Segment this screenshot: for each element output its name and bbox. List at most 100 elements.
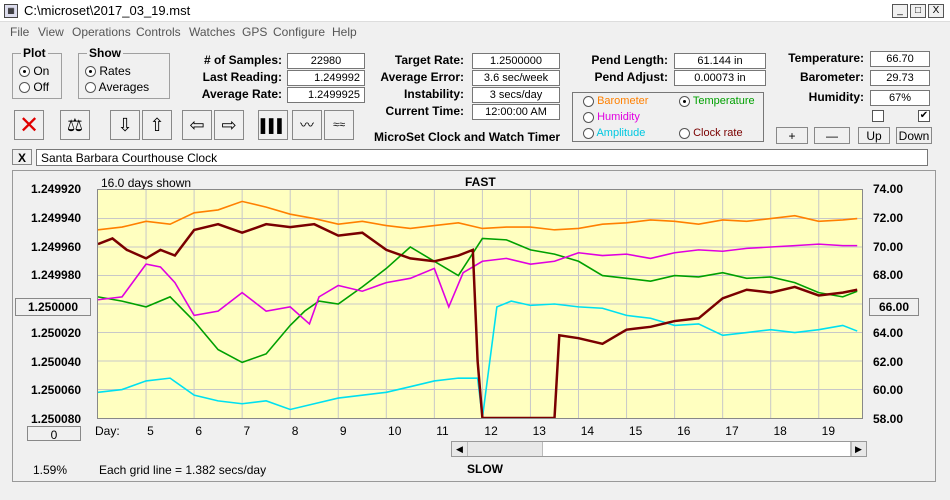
y-left-tick: 1.249980 xyxy=(31,268,82,283)
temperature-center-button[interactable]: 66.00 xyxy=(869,298,919,316)
target-rate-value[interactable]: 1.2500000 xyxy=(472,53,560,69)
up-button[interactable]: Up xyxy=(858,127,890,144)
title-bar: ▦ C:\microset\2017_03_19.mst _ □ X xyxy=(0,0,950,22)
series-line-temperature xyxy=(98,237,858,364)
sensor-temperature-radio[interactable]: Temperature xyxy=(679,95,755,107)
plus-button[interactable]: + xyxy=(776,127,808,144)
menu-watches[interactable]: Watches xyxy=(189,25,236,39)
window-title: C:\microset\2017_03_19.mst xyxy=(24,3,191,18)
clock-name-field[interactable]: Santa Barbara Courthouse Clock xyxy=(36,149,928,166)
scroll-right-icon[interactable]: ▶ xyxy=(850,442,866,456)
y-right-tick: 74.00 xyxy=(873,182,904,196)
wave-icon[interactable]: 〰 xyxy=(292,110,322,140)
y-left-tick: 1.250060 xyxy=(31,383,82,398)
menu-view[interactable]: View xyxy=(38,25,64,39)
sensor-humidity-label: Humidity xyxy=(597,111,640,123)
average-rate-value: 1.2499925 xyxy=(287,87,365,103)
app-caption: MicroSet Clock and Watch Timer xyxy=(374,130,561,144)
plot-off-label: Off xyxy=(33,80,50,94)
menu-operations[interactable]: Operations xyxy=(72,25,131,39)
sensor-barometer-label: Barometer xyxy=(597,95,649,107)
x-tick: 14 xyxy=(580,424,595,438)
x-tick: 17 xyxy=(725,424,739,438)
plot-on-radio[interactable]: On xyxy=(19,64,49,78)
checkbox-2[interactable]: ✔ xyxy=(918,110,930,122)
scrollbar-thumb[interactable] xyxy=(542,442,852,456)
current-time-value: 12:00:00 AM xyxy=(472,104,560,120)
horizontal-scrollbar[interactable]: ◀ ▶ xyxy=(451,441,867,457)
arrow-down-icon[interactable]: ⇩ xyxy=(110,110,140,140)
y-left-tick: 1.249940 xyxy=(31,210,82,225)
show-group-title: Show xyxy=(87,46,123,60)
sensor-humidity-radio[interactable]: Humidity xyxy=(583,111,640,123)
center-rate-button[interactable]: 1.250000 xyxy=(15,298,91,316)
x-tick: 12 xyxy=(484,424,498,438)
zero-button[interactable]: 0 xyxy=(27,426,81,442)
x-tick: 9 xyxy=(339,424,347,438)
rate-chart[interactable] xyxy=(97,189,863,419)
temperature-label: Temperature: xyxy=(788,51,864,65)
show-averages-radio[interactable]: Averages xyxy=(85,80,149,94)
x-tick: 13 xyxy=(532,424,546,438)
balance-scale-icon[interactable]: ⚖ xyxy=(60,110,90,140)
samples-value: 22980 xyxy=(287,53,365,69)
menu-gps[interactable]: GPS xyxy=(242,25,268,39)
show-rates-radio[interactable]: Rates xyxy=(85,64,131,78)
menu-controls[interactable]: Controls xyxy=(136,25,181,39)
arrow-right-icon[interactable]: ⇨ xyxy=(214,110,244,140)
menu-configure[interactable]: Configure xyxy=(273,25,326,39)
down-button[interactable]: Down xyxy=(896,127,932,144)
x-tick: 6 xyxy=(195,424,203,438)
menu-help[interactable]: Help xyxy=(332,25,357,39)
y-right-tick: 60.00 xyxy=(873,383,904,398)
plot-group: Plot On Off xyxy=(12,46,62,99)
instability-label: Instability: xyxy=(403,87,464,101)
y-right-tick: 72.00 xyxy=(873,210,904,225)
show-group: Show Rates Averages xyxy=(78,46,170,99)
sensor-selector: Barometer Temperature Humidity Amplitude… xyxy=(572,92,764,142)
radio-selected-icon xyxy=(85,66,96,78)
y-left-tick: 1.249920 xyxy=(31,182,82,196)
minus-button[interactable]: — xyxy=(814,127,850,144)
x-tick: 10 xyxy=(388,424,402,438)
sensor-clock-rate-label: Clock rate xyxy=(693,127,743,139)
maximize-button[interactable]: □ xyxy=(910,4,926,18)
average-error-value: 3.6 sec/week xyxy=(472,70,560,86)
sensor-barometer-radio[interactable]: Barometer xyxy=(583,95,648,107)
last-reading-value: 1.249992 xyxy=(287,70,365,86)
series-line-barometer xyxy=(98,200,858,231)
radio-icon xyxy=(19,82,30,94)
close-window-button[interactable]: X xyxy=(928,4,944,18)
arrow-left-icon[interactable]: ⇦ xyxy=(182,110,212,140)
menu-file[interactable]: File xyxy=(10,25,30,39)
pend-length-label: Pend Length: xyxy=(591,53,668,67)
x-tick: 5 xyxy=(147,424,154,438)
close-clock-button[interactable]: X xyxy=(12,149,32,165)
y-left-tick: 1.250040 xyxy=(31,354,82,369)
y-right-tick: 68.00 xyxy=(873,268,904,283)
sensor-clock-rate-radio[interactable]: Clock rate xyxy=(679,127,743,139)
multi-wave-icon[interactable]: ≈≈ xyxy=(324,110,354,140)
radio-icon xyxy=(679,127,690,139)
chart-panel: 16.0 days shown FAST 1.250000 66.00 0 Da… xyxy=(12,170,936,482)
days-shown-label: 16.0 days shown xyxy=(101,176,192,190)
grid-note: Each grid line = 1.382 secs/day xyxy=(99,463,267,477)
pend-length-value: 61.144 in xyxy=(674,53,766,69)
plot-off-radio[interactable]: Off xyxy=(19,80,49,94)
show-averages-label: Averages xyxy=(98,80,150,94)
histogram-icon[interactable]: ▌▌▌ xyxy=(258,110,288,140)
radio-icon xyxy=(583,127,594,139)
current-time-label: Current Time: xyxy=(385,104,464,118)
sensor-temperature-label: Temperature xyxy=(692,95,755,107)
average-error-label: Average Error: xyxy=(380,70,464,84)
x-tick: 18 xyxy=(773,424,787,438)
plot-group-title: Plot xyxy=(21,46,48,60)
checkbox-1[interactable] xyxy=(872,110,884,122)
sensor-amplitude-radio[interactable]: Amplitude xyxy=(583,127,645,139)
scroll-left-icon[interactable]: ◀ xyxy=(452,442,468,456)
minimize-button[interactable]: _ xyxy=(892,4,908,18)
stop-icon[interactable]: ✕ xyxy=(14,110,44,140)
arrow-up-icon[interactable]: ⇧ xyxy=(142,110,172,140)
radio-icon xyxy=(583,95,594,107)
last-reading-label: Last Reading: xyxy=(202,70,282,84)
